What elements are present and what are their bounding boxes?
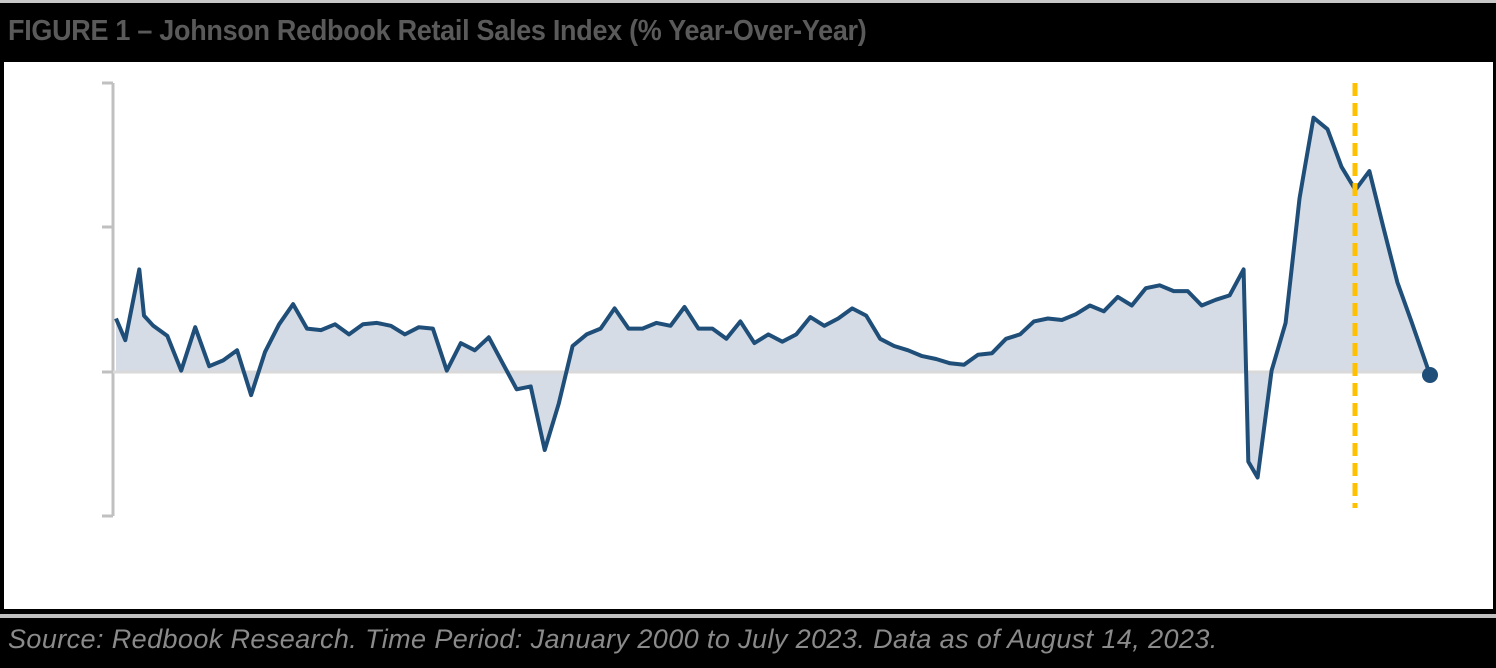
top-border: [0, 0, 1496, 3]
title-bar: FIGURE 1 – Johnson Redbook Retail Sales …: [0, 3, 1496, 62]
footer: Source: Redbook Research. Time Period: J…: [0, 618, 1496, 668]
separator: [0, 610, 1496, 615]
data-line: [114, 115, 1432, 480]
end-point-marker: [1422, 367, 1438, 383]
y-axis: [102, 81, 115, 518]
separator-line: [0, 614, 1496, 618]
source-note: Source: Redbook Research. Time Period: J…: [8, 624, 1218, 654]
area-fill: [116, 117, 1430, 478]
figure-title: FIGURE 1 – Johnson Redbook Retail Sales …: [8, 15, 867, 47]
